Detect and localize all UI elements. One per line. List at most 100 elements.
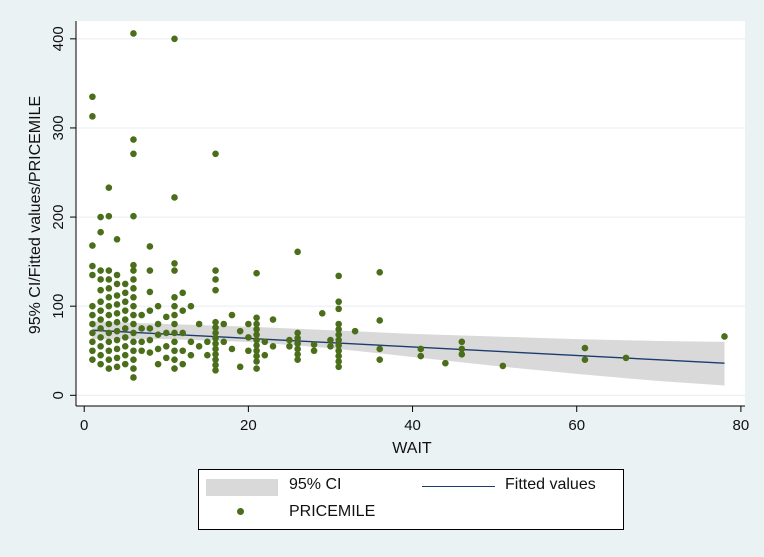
data-point	[146, 336, 154, 344]
data-point	[105, 320, 113, 328]
data-point	[253, 331, 260, 339]
data-point	[417, 352, 425, 360]
data-point	[146, 267, 154, 274]
data-point	[130, 311, 137, 319]
data-point	[179, 347, 187, 355]
data-point	[212, 318, 219, 326]
data-point	[318, 310, 326, 317]
data-point	[335, 320, 342, 328]
data-point	[121, 351, 129, 359]
data-point	[294, 340, 301, 347]
data-point	[89, 93, 96, 101]
data-point	[121, 280, 129, 288]
data-point	[105, 212, 113, 220]
data-point	[138, 311, 145, 319]
data-point	[89, 320, 96, 328]
data-point	[245, 334, 252, 341]
data-point	[499, 362, 507, 370]
data-point	[212, 334, 219, 342]
data-point	[376, 345, 384, 353]
data-point	[294, 345, 301, 353]
data-point	[212, 276, 219, 283]
data-point	[146, 325, 154, 332]
data-point	[253, 314, 260, 322]
data-point	[310, 347, 318, 355]
data-point	[171, 293, 178, 301]
data-point	[179, 329, 187, 337]
y-tick-label: 200	[50, 205, 67, 230]
data-point	[130, 338, 137, 346]
data-point	[245, 347, 252, 355]
data-point	[442, 359, 449, 367]
data-point	[335, 342, 342, 349]
data-point	[154, 302, 162, 310]
data-point	[269, 316, 277, 323]
data-point	[327, 342, 334, 350]
data-point	[154, 320, 162, 328]
data-point	[335, 305, 342, 313]
data-point	[286, 336, 293, 344]
data-point	[121, 289, 129, 297]
data-point	[212, 340, 219, 347]
data-point	[130, 302, 137, 310]
data-point	[97, 325, 104, 332]
data-point	[622, 354, 630, 362]
data-point	[351, 327, 359, 335]
data-point	[236, 327, 244, 335]
data-point	[335, 352, 342, 360]
data-point	[154, 345, 162, 353]
data-point	[146, 307, 154, 314]
data-point	[261, 338, 269, 346]
data-point	[89, 347, 96, 355]
data-point	[89, 242, 96, 249]
data-point	[171, 302, 178, 310]
data-point	[121, 325, 129, 332]
data-point	[245, 320, 252, 328]
x-tick-label: 20	[240, 417, 257, 434]
data-point	[113, 236, 121, 243]
data-point	[294, 248, 301, 256]
data-point	[105, 311, 113, 319]
data-point	[212, 324, 219, 331]
data-point	[97, 267, 104, 274]
data-point	[195, 320, 203, 328]
data-point	[162, 313, 170, 321]
data-point	[253, 358, 260, 365]
data-point	[212, 286, 219, 294]
data-point	[335, 347, 342, 355]
data-point	[89, 271, 96, 279]
data-point	[261, 351, 269, 359]
data-point	[89, 329, 96, 337]
data-point	[376, 317, 384, 324]
data-point	[212, 345, 219, 353]
data-point	[581, 344, 589, 352]
data-point	[376, 269, 384, 276]
data-point	[253, 342, 260, 349]
data-point	[286, 342, 293, 350]
legend-point-swatch	[237, 508, 244, 515]
data-point	[204, 351, 211, 359]
data-point	[220, 320, 228, 328]
data-point	[212, 356, 219, 363]
data-point	[97, 213, 104, 221]
legend-points-label: PRICEMILE	[289, 503, 376, 520]
data-point	[97, 360, 104, 368]
data-point	[130, 329, 137, 337]
y-tick-label: 0	[50, 391, 67, 399]
data-point	[113, 292, 121, 299]
data-point	[376, 356, 384, 363]
data-point	[105, 329, 113, 337]
data-point	[97, 316, 104, 323]
data-point	[171, 329, 178, 337]
data-point	[417, 345, 425, 353]
legend-ci-label: 95% CI	[289, 476, 342, 493]
data-point	[105, 293, 113, 301]
data-point	[105, 285, 113, 292]
data-point	[138, 347, 145, 355]
data-point	[335, 331, 342, 339]
data-point	[113, 271, 121, 279]
data-point	[269, 342, 277, 350]
data-point	[113, 310, 121, 317]
data-point	[89, 113, 96, 120]
data-point	[89, 262, 96, 270]
